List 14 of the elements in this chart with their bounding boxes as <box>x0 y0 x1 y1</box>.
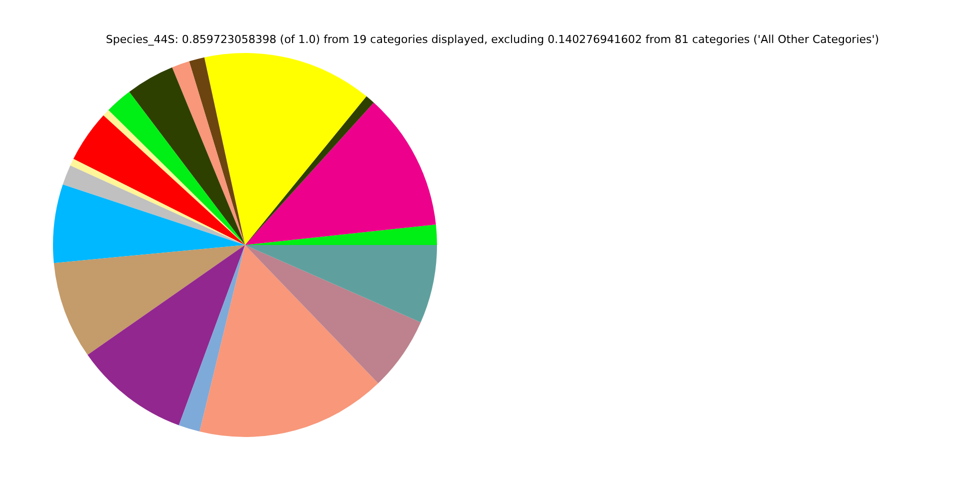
pie-slice <box>189 57 245 245</box>
pie-slice <box>245 245 437 322</box>
pie-slice <box>204 53 366 245</box>
pie-slice <box>88 245 245 426</box>
pie-slice <box>53 184 245 264</box>
pie-slice <box>245 224 437 245</box>
pie-slice <box>245 245 421 384</box>
pie-slice <box>129 67 245 245</box>
pie-slice <box>245 96 374 245</box>
pie-slice <box>178 245 245 432</box>
pie-slice <box>54 245 245 355</box>
pie-slice <box>245 102 436 245</box>
text: Species_44S: 0.859723058398 (of 1.0) from 19 categories displayed, excluding 0.140276941602 from 81 categories ('All Other Categories') <box>104 33 880 46</box>
pie-slice <box>73 115 245 245</box>
